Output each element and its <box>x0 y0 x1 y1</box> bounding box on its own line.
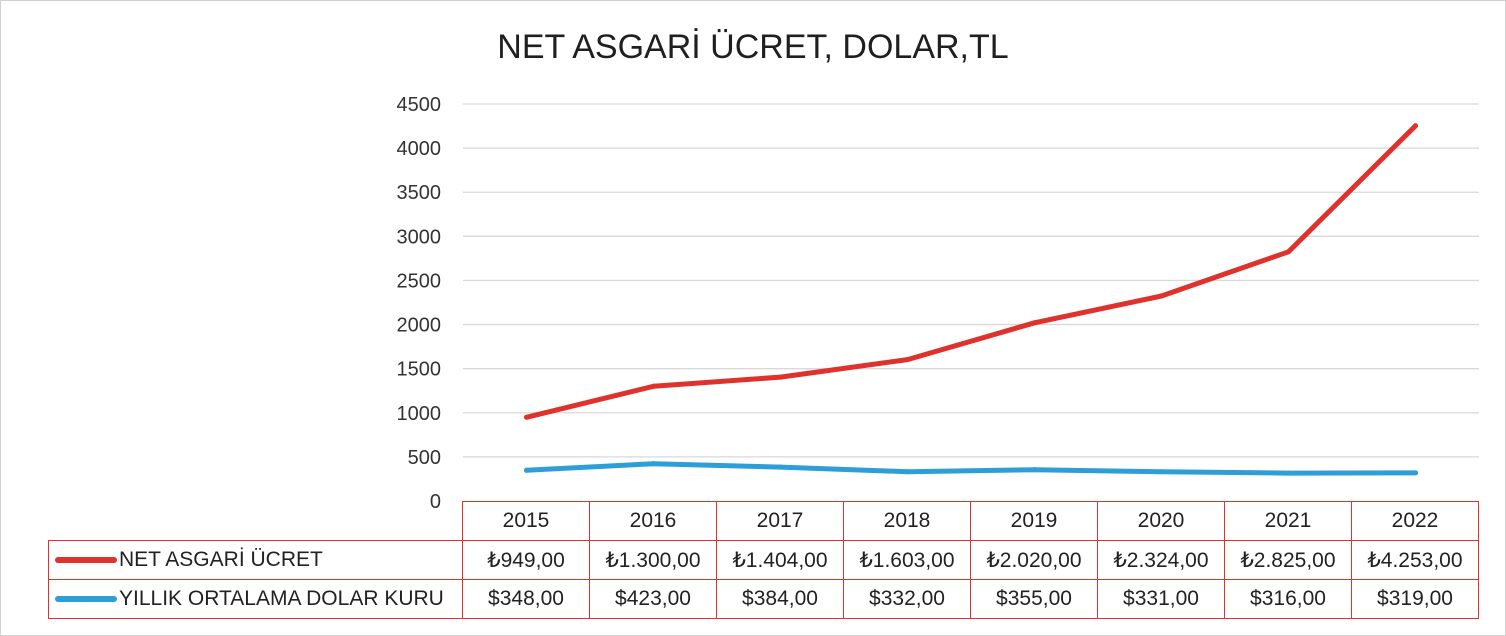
data-label: $384,00 <box>716 579 844 619</box>
x-category-label: 2020 <box>1097 501 1225 541</box>
y-tick-label: 3500 <box>397 182 442 204</box>
y-tick-label: 500 <box>408 447 441 469</box>
data-point <box>1032 320 1037 326</box>
x-category-label: 2017 <box>716 501 844 541</box>
data-point <box>651 461 656 467</box>
data-label: $316,00 <box>1224 579 1352 619</box>
x-category-label: 2018 <box>843 501 971 541</box>
legend-label: NET ASGARİ ÜCRET <box>119 548 323 571</box>
data-label: ₺2.324,00 <box>1097 540 1225 580</box>
data-label: $423,00 <box>589 579 717 619</box>
chart-title-text: NET ASGARİ ÜCRET, DOLAR,TL <box>497 28 1009 66</box>
y-tick-label: 1000 <box>397 403 442 425</box>
data-label: ₺1.603,00 <box>843 540 971 580</box>
legend-entry-yillik-ortalama-dolar-kuru: YILLIK ORTALAMA DOLAR KURU <box>48 579 463 619</box>
data-point <box>1286 470 1291 476</box>
legend-swatch-blue <box>55 596 117 603</box>
y-tick-label: 2500 <box>397 270 442 292</box>
legend-swatch-red <box>55 557 117 564</box>
series-line-0 <box>524 123 1418 420</box>
y-tick-label: 4500 <box>397 94 442 116</box>
data-label: $331,00 <box>1097 579 1225 619</box>
data-table-row-yillik-ortalama-dolar-kuru: YILLIK ORTALAMA DOLAR KURU $348,00 $423,0… <box>48 579 1479 619</box>
legend-label: YILLIK ORTALAMA DOLAR KURU <box>119 587 444 610</box>
series-line-1 <box>524 461 1418 476</box>
x-category-label: 2016 <box>589 501 717 541</box>
x-category-label: 2015 <box>462 501 590 541</box>
y-tick-label: 2000 <box>397 315 442 337</box>
data-point <box>651 383 656 389</box>
data-point <box>1286 249 1291 255</box>
data-point <box>1159 293 1164 299</box>
data-point <box>778 464 783 470</box>
data-point <box>778 374 783 380</box>
data-label: $332,00 <box>843 579 971 619</box>
data-label: ₺949,00 <box>462 540 590 580</box>
data-label: ₺1.300,00 <box>589 540 717 580</box>
y-tick-label: 4000 <box>397 138 442 160</box>
data-point <box>524 467 529 473</box>
legend-entry-net-asgari-ucret: NET ASGARİ ÜCRET <box>48 540 463 580</box>
data-point <box>524 414 529 420</box>
x-category-label: 2021 <box>1224 501 1352 541</box>
chart-title: NET ASGARİ ÜCRET, DOLAR,TL <box>0 28 1506 67</box>
data-point <box>1032 467 1037 473</box>
data-label: $319,00 <box>1351 579 1479 619</box>
data-table-header-row: 2015 2016 2017 2018 2019 2020 2021 2022 <box>48 501 1479 541</box>
data-label: ₺4.253,00 <box>1351 540 1479 580</box>
data-point <box>1413 470 1418 476</box>
data-label: $348,00 <box>462 579 590 619</box>
data-point <box>1413 123 1418 129</box>
data-point <box>1159 469 1164 475</box>
x-category-label: 2019 <box>970 501 1098 541</box>
gridlines <box>463 103 1479 458</box>
data-label: ₺2.825,00 <box>1224 540 1352 580</box>
data-label: ₺1.404,00 <box>716 540 844 580</box>
data-point <box>905 469 910 475</box>
data-label: ₺2.020,00 <box>970 540 1098 580</box>
y-tick-label: 1500 <box>397 359 442 381</box>
data-table-row-net-asgari-ucret: NET ASGARİ ÜCRET ₺949,00 ₺1.300,00 ₺1.404,… <box>48 540 1479 580</box>
data-label: $355,00 <box>970 579 1098 619</box>
data-table: 2015 2016 2017 2018 2019 2020 2021 2022 NET ASG… <box>48 501 1479 619</box>
x-category-label: 2022 <box>1351 501 1479 541</box>
data-table-corner <box>48 501 463 541</box>
series-lines <box>524 123 1418 476</box>
data-point <box>905 357 910 363</box>
y-tick-label: 3000 <box>397 226 442 248</box>
